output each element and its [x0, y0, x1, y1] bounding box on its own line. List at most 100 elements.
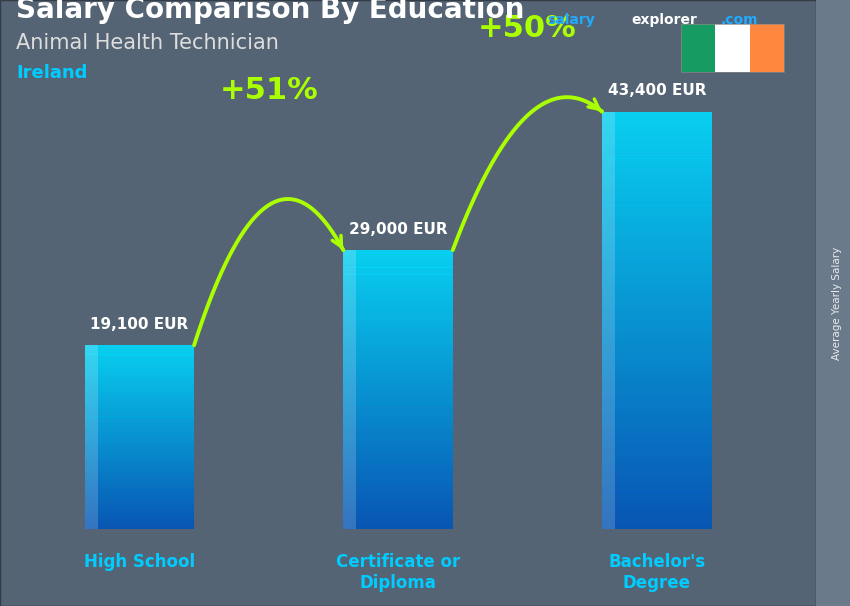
Bar — [602, 467, 711, 471]
Bar — [681, 24, 785, 72]
Bar — [85, 435, 194, 437]
Bar — [85, 467, 194, 469]
Bar — [85, 483, 194, 485]
Bar — [602, 498, 711, 503]
Bar — [343, 292, 453, 296]
Bar — [343, 382, 453, 386]
Text: Animal Health Technician: Animal Health Technician — [16, 33, 279, 53]
Bar — [343, 334, 453, 338]
Bar — [602, 200, 711, 205]
Text: +50%: +50% — [478, 13, 577, 42]
Bar — [85, 364, 194, 366]
Bar — [602, 425, 711, 430]
Bar — [750, 24, 785, 72]
Bar — [343, 410, 453, 414]
Bar — [602, 299, 711, 305]
Bar — [343, 470, 453, 473]
Bar — [343, 449, 453, 452]
Text: +51%: +51% — [219, 76, 318, 105]
Bar — [85, 497, 194, 499]
Bar — [602, 378, 711, 383]
Bar — [85, 502, 194, 504]
Bar — [343, 519, 453, 522]
Bar — [343, 508, 453, 511]
Bar — [85, 458, 194, 460]
Bar — [343, 368, 453, 372]
Bar — [602, 477, 711, 482]
Bar — [85, 479, 194, 481]
Bar — [602, 383, 711, 388]
Bar — [85, 499, 194, 502]
Bar — [602, 190, 711, 195]
Bar — [343, 355, 453, 358]
Bar — [85, 527, 194, 529]
Bar — [602, 216, 711, 221]
Text: Certificate or
Diploma: Certificate or Diploma — [336, 553, 460, 592]
Bar — [343, 379, 453, 382]
Bar — [343, 431, 453, 435]
Bar — [602, 164, 711, 169]
Bar — [85, 460, 194, 462]
Bar — [343, 341, 453, 344]
Bar — [85, 391, 194, 393]
Bar — [85, 387, 194, 389]
Bar — [343, 459, 453, 463]
Bar — [602, 419, 711, 425]
Bar — [85, 416, 194, 419]
Bar — [85, 471, 194, 474]
Bar — [343, 501, 453, 505]
Bar — [85, 462, 194, 465]
Bar — [602, 226, 711, 231]
Bar — [343, 358, 453, 362]
Text: salary: salary — [547, 13, 595, 27]
Bar — [602, 148, 711, 153]
Bar — [602, 409, 711, 415]
Bar — [343, 323, 453, 327]
Bar — [343, 365, 453, 368]
Bar — [85, 368, 194, 371]
Bar — [85, 345, 98, 529]
Bar — [85, 474, 194, 476]
Bar — [602, 253, 711, 258]
Bar — [85, 359, 194, 361]
Bar — [85, 520, 194, 522]
Bar — [602, 247, 711, 253]
Bar — [343, 376, 453, 379]
Bar — [602, 451, 711, 456]
Bar — [602, 347, 711, 351]
Bar — [343, 484, 453, 487]
Bar — [602, 320, 711, 325]
Bar — [85, 485, 194, 488]
Bar — [85, 375, 194, 378]
Bar — [85, 352, 194, 355]
Bar — [343, 404, 453, 407]
Bar — [85, 419, 194, 421]
Bar — [602, 205, 711, 211]
Bar — [602, 273, 711, 279]
Bar — [343, 330, 453, 334]
Bar — [343, 261, 453, 264]
Bar — [343, 285, 453, 288]
Bar — [602, 399, 711, 404]
Bar — [602, 331, 711, 336]
Bar — [343, 505, 453, 508]
Bar — [85, 412, 194, 415]
Bar — [85, 396, 194, 398]
Bar — [85, 447, 194, 448]
Bar — [85, 403, 194, 405]
Bar — [85, 448, 194, 451]
Text: 43,400 EUR: 43,400 EUR — [608, 83, 706, 98]
FancyBboxPatch shape — [0, 0, 816, 606]
Text: Bachelor's
Degree: Bachelor's Degree — [609, 553, 706, 592]
Bar — [602, 357, 711, 362]
Bar — [343, 295, 453, 299]
Bar — [602, 122, 711, 127]
Bar — [85, 380, 194, 382]
Bar — [85, 357, 194, 359]
Bar — [343, 407, 453, 410]
Bar — [343, 348, 453, 351]
Bar — [343, 344, 453, 348]
Bar — [343, 271, 453, 275]
Bar — [602, 414, 711, 419]
Bar — [85, 366, 194, 368]
